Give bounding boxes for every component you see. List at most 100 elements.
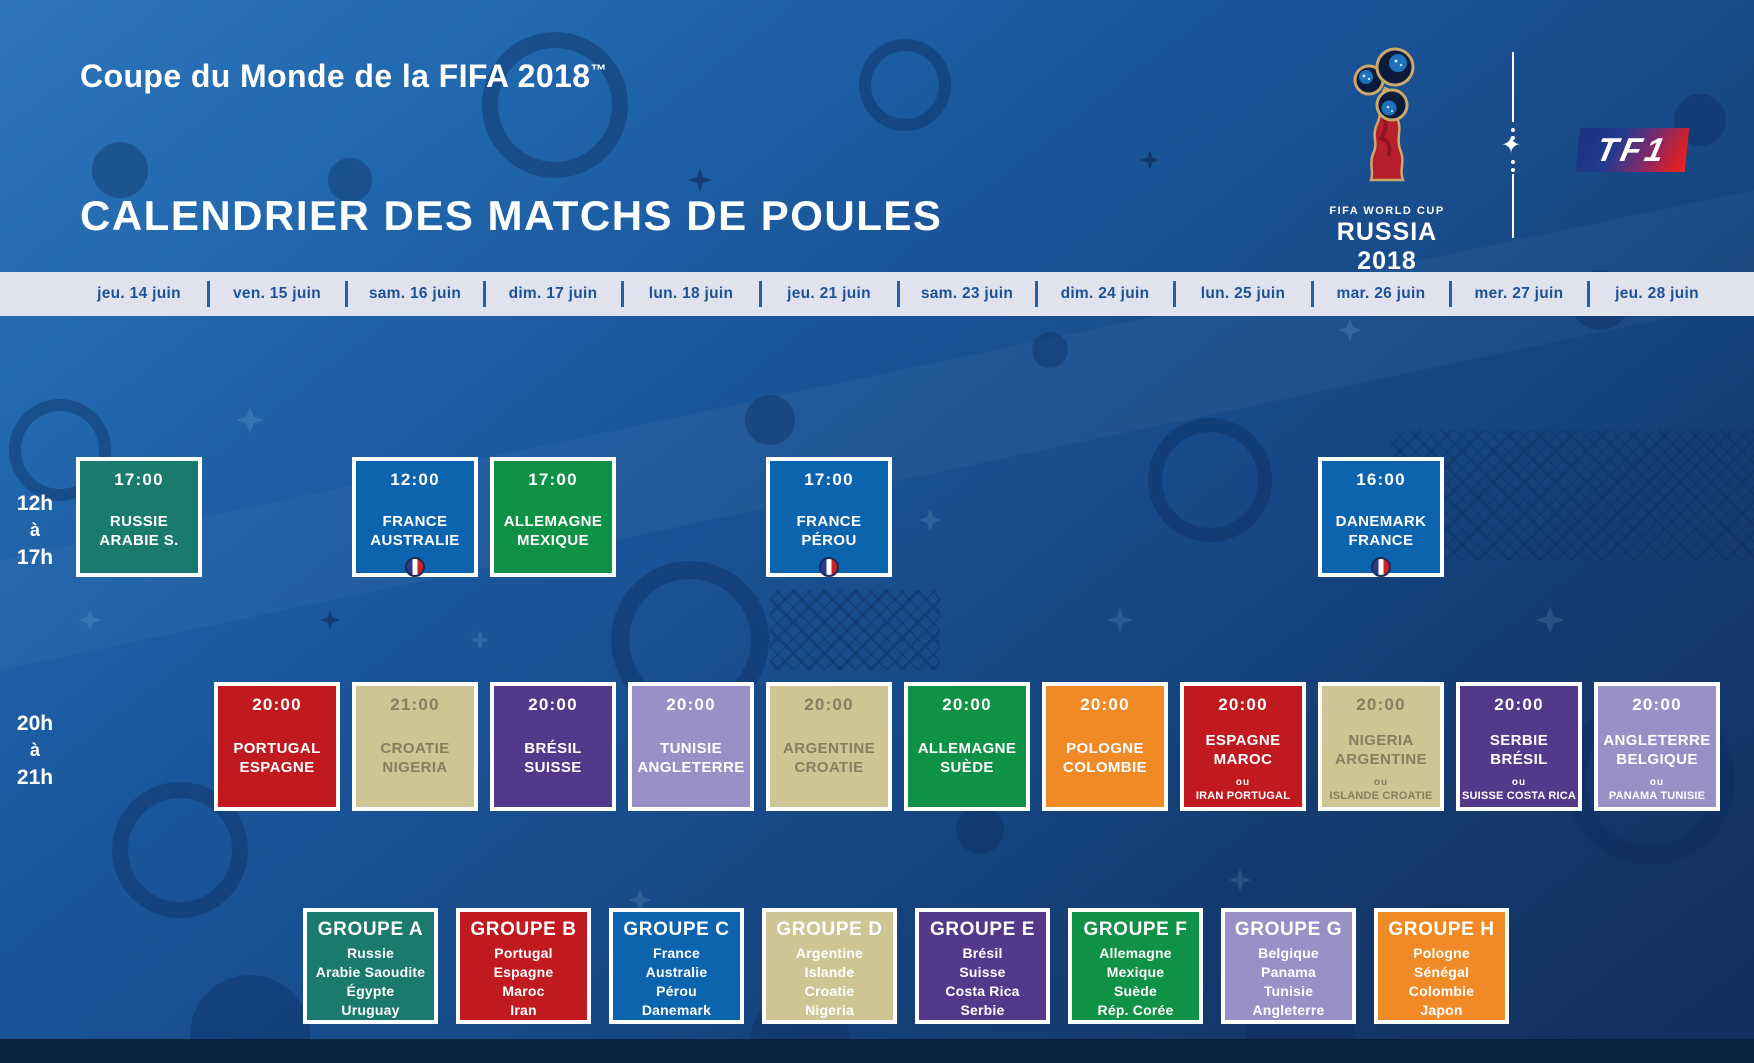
match-team-name: MEXIQUE — [517, 532, 589, 549]
match-card: 20:00 ANGLETERRE BELGIQUE ou PANAMA TUNISIE — [1594, 682, 1720, 811]
group-card: GROUPE C France Australie Pérou Danemark — [609, 908, 744, 1024]
group-name: GROUPE E — [929, 919, 1036, 940]
group-team-name: Nigeria — [805, 1002, 854, 1018]
match-teams: ESPAGNE MAROC — [1184, 731, 1302, 769]
group-teams: France Australie Pérou Danemark — [613, 944, 740, 1020]
date-label: lun. 18 juin — [648, 285, 734, 302]
match-team-name: ALLEMAGNE — [503, 513, 603, 530]
match-teams: BRÉSIL SUISSE — [494, 739, 612, 777]
match-team-name: ALLEMAGNE — [917, 740, 1017, 757]
group-team-name: Iran — [510, 1002, 537, 1018]
match-team-name: ANGLETERRE — [1603, 732, 1711, 749]
match-time: 20:00 — [1494, 695, 1544, 714]
group-name: GROUPE F — [1083, 919, 1188, 940]
match-team-name: SUISSE — [524, 759, 582, 776]
match-team-name: BRÉSIL — [524, 740, 582, 757]
france-flag-icon — [819, 557, 839, 577]
match-or-label: ou — [1511, 777, 1527, 788]
group-team-name: Mexique — [1106, 964, 1165, 980]
date-label: dim. 17 juin — [508, 285, 598, 302]
match-team-name: FRANCE — [1348, 532, 1414, 549]
match-or-label: ou — [1649, 777, 1665, 788]
group-team-name: Serbie — [960, 1002, 1005, 1018]
match-card: 20:00 BRÉSIL SUISSE — [490, 682, 616, 811]
match-card: 17:00 ALLEMAGNE MEXIQUE — [490, 457, 616, 577]
group-card: GROUPE H Pologne Sénégal Colombie Japon — [1374, 908, 1509, 1024]
match-team-name: PÉROU — [801, 532, 857, 549]
match-team-name: ESPAGNE — [1205, 732, 1281, 749]
match-or-label: ou — [1235, 777, 1251, 788]
match-card: 12:00 FRANCE AUSTRALIE — [352, 457, 478, 577]
match-card: 17:00 FRANCE PÉROU — [766, 457, 892, 577]
match-team-name: DANEMARK — [1335, 513, 1427, 530]
fifa-logo-line1: FIFA WORLD CUP — [1329, 205, 1445, 217]
date-label: jeu. 21 juin — [787, 285, 871, 302]
group-team-name: Japon — [1420, 1002, 1463, 1018]
match-team-name: POLOGNE — [1066, 740, 1144, 757]
match-time: 20:00 — [1218, 695, 1268, 714]
group-card: GROUPE F Allemagne Mexique Suède Rép. Corée — [1068, 908, 1203, 1024]
group-team-name: Argentine — [795, 945, 864, 961]
group-team-name: Maroc — [502, 983, 545, 999]
date-separator — [1448, 281, 1452, 307]
group-team-name: Islande — [804, 964, 855, 980]
date-label: lun. 25 juin — [1200, 285, 1286, 302]
match-team-name: SUÈDE — [940, 759, 994, 776]
trademark-symbol: ™ — [590, 62, 607, 80]
group-team-name: Angleterre — [1252, 1002, 1325, 1018]
group-name: GROUPE A — [317, 919, 424, 940]
date-bar: jeu. 14 juin ven. 15 juin sam. 16 juin dim.… — [0, 272, 1754, 316]
four-point-star-icon: ✦ — [1501, 132, 1522, 159]
bottom-band — [0, 1039, 1754, 1063]
date-label: sam. 23 juin — [920, 285, 1014, 302]
match-time: 20:00 — [804, 695, 854, 714]
date-label: sam. 16 juin — [368, 285, 462, 302]
group-team-name: Suède — [1113, 983, 1157, 999]
match-team-name: ESPAGNE — [239, 759, 315, 776]
match-alt-teams: IRAN PORTUGAL — [1195, 790, 1291, 802]
group-name: GROUPE G — [1234, 919, 1343, 940]
match-time: 12:00 — [390, 470, 440, 489]
match-team-name: AUSTRALIE — [370, 532, 460, 549]
match-team-name: BELGIQUE — [1616, 751, 1698, 768]
tf1-logo: TF1 — [1575, 128, 1690, 172]
group-team-name: Russie — [346, 945, 395, 961]
match-card: 16:00 DANEMARK FRANCE — [1318, 457, 1444, 577]
date-label: jeu. 14 juin — [97, 285, 181, 302]
match-card: 20:00 SERBIE BRÉSIL ou SUISSE COSTA RICA — [1456, 682, 1582, 811]
match-teams: DANEMARK FRANCE — [1322, 512, 1440, 550]
date-separator — [758, 281, 762, 307]
france-flag-icon — [1371, 557, 1391, 577]
group-name: GROUPE H — [1388, 919, 1495, 940]
match-card: 20:00 ALLEMAGNE SUÈDE — [904, 682, 1030, 811]
date-separator — [206, 281, 210, 307]
date-separator — [1034, 281, 1038, 307]
group-team-name: Arabie Saoudite — [315, 964, 426, 980]
date-separator — [482, 281, 486, 307]
group-teams: Russie Arabie Saoudite Égypte Uruguay — [307, 944, 434, 1020]
group-team-name: Pologne — [1413, 945, 1470, 961]
match-team-name: SERBIE — [1489, 732, 1549, 749]
date-label: mar. 26 juin — [1336, 285, 1426, 302]
france-flag-icon — [405, 557, 425, 577]
group-card: GROUPE E Brésil Suisse Costa Rica Serbie — [915, 908, 1050, 1024]
group-name: GROUPE B — [470, 919, 577, 940]
group-name: GROUPE C — [623, 919, 730, 940]
date-separator — [620, 281, 624, 307]
match-team-name: ARGENTINE — [783, 740, 875, 757]
group-team-name: Allemagne — [1099, 945, 1172, 961]
group-team-name: Portugal — [494, 945, 553, 961]
fifa-world-cup-trophy-logo — [1353, 47, 1415, 182]
match-team-name: CROATIE — [794, 759, 864, 776]
group-team-name: Panama — [1261, 964, 1316, 980]
group-card: GROUPE A Russie Arabie Saoudite Égypte Urugu… — [303, 908, 438, 1024]
match-time: 20:00 — [942, 695, 992, 714]
group-name: GROUPE D — [776, 919, 883, 940]
header-divider: ✦ — [1501, 52, 1521, 238]
match-teams: FRANCE AUSTRALIE — [356, 512, 474, 550]
match-team-name: FRANCE — [382, 513, 448, 530]
date-label: mer. 27 juin — [1474, 285, 1564, 302]
group-team-name: Costa Rica — [945, 983, 1020, 999]
group-team-name: Uruguay — [341, 1002, 400, 1018]
